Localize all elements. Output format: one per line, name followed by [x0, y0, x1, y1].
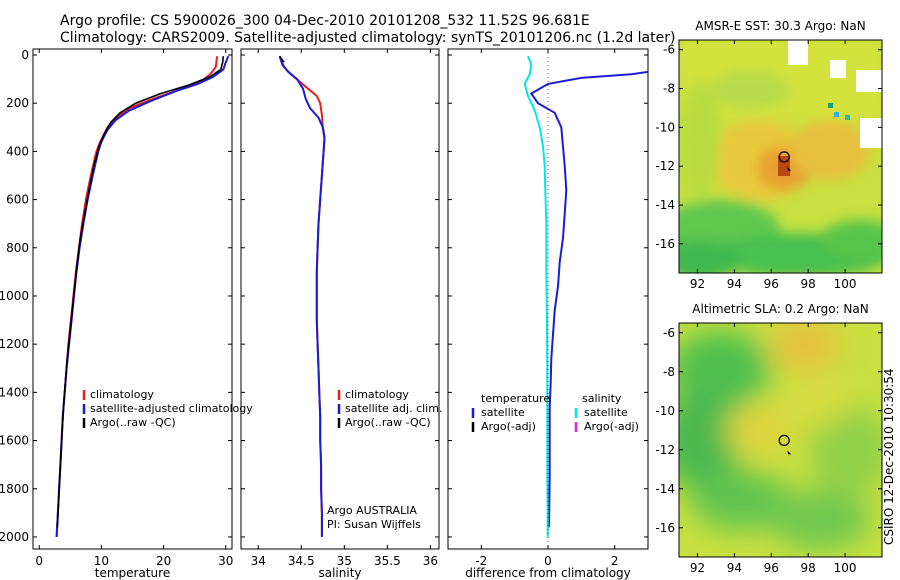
map-y-tick-label: -16	[655, 521, 675, 535]
x-tick-label: 35	[337, 554, 352, 568]
series-line-black	[56, 56, 225, 528]
map-x-tick-label: 98	[801, 561, 816, 575]
series-group-1	[55, 55, 230, 538]
y-tick-label: 1600	[0, 434, 29, 448]
map-y-tick-label: -12	[655, 443, 675, 457]
series-line-black	[279, 55, 285, 63]
y-tick-label: 1000	[0, 289, 29, 303]
map-title: Altimetric SLA: 0.2 Argo: NaN	[692, 302, 868, 316]
x-tick-label: 34.5	[288, 554, 315, 568]
plot-frame-2	[240, 48, 440, 550]
profile-location-marker	[778, 434, 790, 446]
profile-arrow-marker	[787, 450, 792, 455]
x-axis-label: temperature	[95, 566, 170, 580]
map-x-tick-label: 96	[764, 561, 779, 575]
x-tick-label: 35.5	[374, 554, 401, 568]
y-tick-label: 2000	[0, 530, 29, 544]
map-y-tick-label: -16	[655, 237, 675, 251]
series-line-red	[55, 56, 219, 538]
map-x-tick-label: 94	[727, 277, 742, 291]
map-y-tick-label: -10	[655, 404, 675, 418]
map-y-tick-label: -6	[663, 326, 675, 340]
annotation-label: PI: Susan Wijffels	[327, 518, 421, 531]
series-line-blue	[529, 70, 648, 528]
series-group-2	[278, 55, 326, 537]
y-tick-label: 0	[21, 48, 29, 62]
profile-arrow-marker	[787, 166, 792, 171]
annotation-label: Argo AUSTRALIA	[327, 504, 417, 517]
series-line-cyan	[523, 55, 549, 537]
map-x-tick-label: 98	[801, 277, 816, 291]
y-tick-label: 400	[6, 144, 29, 158]
map-y-tick-label: -8	[663, 82, 675, 96]
map-y-tick-label: -10	[655, 120, 675, 134]
map-x-tick-label: 92	[690, 277, 705, 291]
map-frame-1	[678, 39, 883, 274]
y-tick-label: 800	[6, 241, 29, 255]
legend-label: Argo(-adj)	[584, 420, 639, 433]
map-x-tick-label: 94	[727, 561, 742, 575]
map-x-tick-label: 92	[690, 561, 705, 575]
legend-title: temperature	[481, 392, 550, 405]
x-axis-label: salinity	[318, 566, 361, 580]
map-x-tick-label: 100	[834, 561, 857, 575]
x-axis-label: difference from climatology	[465, 566, 631, 580]
page-title-line1: Argo profile: CS 5900026_300 04-Dec-2010…	[60, 13, 590, 29]
y-tick-label: 200	[6, 96, 29, 110]
y-tick-label: 600	[6, 193, 29, 207]
map-title: AMSR-E SST: 30.3 Argo: NaN	[695, 19, 865, 33]
map-y-tick-label: -14	[655, 482, 675, 496]
legend-label: Argo(..raw -QC)	[90, 416, 176, 429]
y-tick-label: 1800	[0, 482, 29, 496]
map-x-tick-label: 100	[834, 277, 857, 291]
legend-label: climatology	[90, 388, 154, 401]
map-y-tick-label: -8	[663, 365, 675, 379]
map-y-tick-label: -14	[655, 198, 675, 212]
profile-location-marker	[778, 151, 790, 163]
series-group-3	[523, 49, 648, 549]
legend-title: salinity	[582, 392, 622, 405]
series-line-blue	[278, 55, 326, 537]
y-tick-label: 1400	[0, 385, 29, 399]
map-y-tick-label: -12	[655, 159, 675, 173]
x-tick-label: 36	[423, 554, 438, 568]
sla-heatmap	[679, 323, 882, 557]
y-tick-label: 1200	[0, 337, 29, 351]
footer-timestamp: CSIRO 12-Dec-2010 10:30:54	[882, 368, 896, 545]
plot-frame-1	[32, 48, 233, 550]
x-tick-label: 10	[94, 554, 109, 568]
legend-label: satellite-adjusted climatology	[90, 402, 253, 415]
x-tick-label: 0	[35, 554, 43, 568]
map-x-tick-label: 96	[764, 277, 779, 291]
map-frame-2	[678, 322, 883, 558]
legend-label: satellite	[584, 406, 628, 419]
x-tick-label: 34	[251, 554, 266, 568]
legend-label: Argo(..raw -QC)	[345, 416, 431, 429]
x-tick-label: 30	[218, 554, 233, 568]
x-tick-label: 20	[156, 554, 171, 568]
legend-label: Argo(-adj)	[481, 420, 536, 433]
map-y-tick-label: -6	[663, 43, 675, 57]
x-tick-label: 2	[611, 554, 619, 568]
x-tick-label: -2	[475, 554, 487, 568]
x-tick-label: 0	[544, 554, 552, 568]
legend-label: climatology	[345, 388, 409, 401]
series-line-blue	[55, 55, 230, 538]
sst-heatmap	[679, 40, 882, 273]
legend-label: satellite adj. clim.	[345, 402, 442, 415]
legend-label: satellite	[481, 406, 525, 419]
page-title-line2: Climatology: CARS2009. Satellite-adjuste…	[60, 30, 676, 46]
